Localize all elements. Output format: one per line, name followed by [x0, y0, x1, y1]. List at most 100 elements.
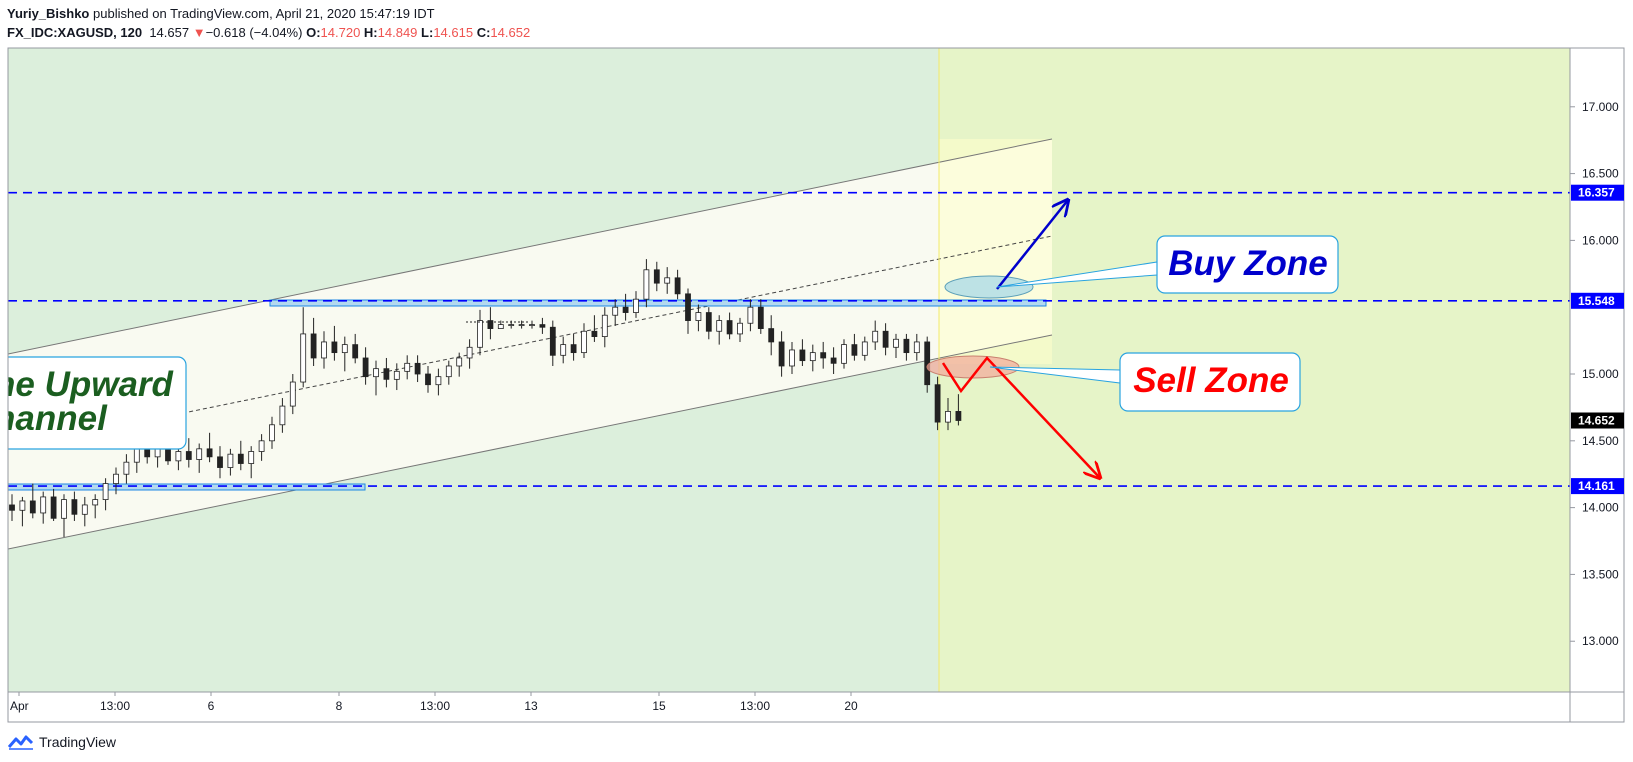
- candle: [549, 320, 556, 366]
- candle: [113, 467, 119, 495]
- candle-body: [310, 333, 317, 359]
- candle-body: [518, 324, 525, 326]
- candle-body: [664, 277, 671, 284]
- candle-body: [248, 451, 255, 464]
- candle-body: [560, 344, 567, 356]
- candle: [768, 315, 775, 356]
- candle-body: [237, 453, 244, 464]
- candle: [560, 336, 567, 364]
- up-arrow-icon[interactable]: [996, 200, 1068, 290]
- candle: [383, 357, 390, 388]
- candle: [123, 454, 130, 484]
- level-price-label: 14.161: [1578, 479, 1615, 493]
- candle: [362, 347, 369, 385]
- candle-body: [185, 451, 192, 460]
- candle: [778, 331, 785, 377]
- candle-body: [820, 352, 827, 359]
- candle: [248, 446, 255, 479]
- author-name[interactable]: Yuriy_Bishko: [7, 6, 90, 21]
- candle: [321, 331, 327, 369]
- channel-median-line[interactable]: [99, 235, 1053, 431]
- channel-projection: [939, 139, 1052, 364]
- price-tick-label: 17.000: [1582, 100, 1619, 114]
- candle-body: [643, 269, 650, 300]
- candle: [289, 374, 296, 415]
- candle: [622, 293, 629, 321]
- candle-body: [799, 349, 806, 362]
- candle-body: [726, 320, 733, 335]
- sell-zone-label: Sell Zone: [1133, 361, 1289, 400]
- candle-body: [269, 424, 275, 442]
- candle: [414, 355, 421, 383]
- high-value: 14.849: [377, 25, 418, 40]
- candle: [310, 317, 317, 366]
- time-tick-label: 20: [844, 699, 858, 713]
- candle: [477, 309, 483, 356]
- candle: [258, 434, 265, 461]
- candle: [529, 320, 535, 329]
- candle-body: [705, 312, 712, 332]
- candle-body: [529, 324, 535, 326]
- channel-lower-line[interactable]: [8, 334, 1053, 550]
- candle: [643, 259, 650, 308]
- channel-upper-line[interactable]: [8, 138, 1053, 355]
- candle-body: [622, 306, 629, 313]
- candle: [466, 339, 473, 369]
- time-axis[interactable]: Apr 13:00 6 8 13:00 13 15 13:00 20: [10, 692, 858, 713]
- candle-body: [570, 344, 577, 354]
- candle: [664, 267, 671, 294]
- candle-body: [508, 324, 515, 326]
- level-price-tag: [1571, 184, 1624, 201]
- price-tick-label: 15.000: [1582, 367, 1619, 381]
- candle: [185, 438, 192, 468]
- candle: [851, 333, 858, 361]
- candle: [612, 299, 619, 326]
- candle-body: [19, 500, 26, 511]
- last-price-label: 14.652: [1578, 414, 1615, 428]
- candle-body: [123, 461, 130, 475]
- candle-body: [383, 368, 390, 380]
- close-value: 14.652: [490, 25, 531, 40]
- candle: [747, 299, 754, 332]
- candle: [29, 483, 36, 519]
- candle-body: [362, 357, 369, 378]
- candle: [50, 488, 57, 521]
- brand-name: TradingView: [39, 734, 117, 750]
- buy-zone-label: Buy Zone: [1168, 244, 1327, 283]
- candle: [872, 320, 879, 350]
- candle-body: [487, 320, 494, 329]
- candle: [9, 494, 15, 521]
- sell-callout[interactable]: [1119, 352, 1301, 412]
- candle: [633, 291, 639, 318]
- price-axis-bg: [1570, 48, 1624, 692]
- candle: [685, 288, 691, 334]
- candle: [841, 339, 847, 369]
- candle-body: [9, 504, 15, 511]
- candle-body: [331, 341, 338, 354]
- candle-body: [913, 341, 920, 354]
- price-axis[interactable]: 17.000 16.500 16.000 15.000 14.500 14.000 13.5…: [1570, 100, 1624, 648]
- support-box[interactable]: [8, 483, 366, 491]
- candle-body: [737, 322, 743, 335]
- buy-callout[interactable]: [1156, 235, 1339, 294]
- candle-body: [71, 499, 78, 515]
- candle-body: [81, 504, 88, 515]
- candle-body: [653, 269, 660, 284]
- level-price-tag: [1571, 292, 1624, 309]
- buy-zone-ellipse[interactable]: [944, 275, 1034, 299]
- down-arrow-path-icon[interactable]: [941, 356, 1100, 478]
- candle-body: [258, 440, 265, 452]
- time-tick-label: 15: [652, 699, 666, 713]
- publish-info: Yuriy_Bishko published on TradingView.co…: [7, 6, 435, 21]
- tradingview-branding[interactable]: TradingView: [8, 734, 116, 750]
- chart-frame: [7, 47, 1625, 723]
- candle-body: [414, 362, 421, 375]
- symbol-info-bar: FX_IDC:XAGUSD, 120 14.657 ▼−0.618 (−4.04…: [7, 25, 530, 40]
- candle: [820, 341, 827, 369]
- candle: [81, 496, 88, 527]
- channel-callout[interactable]: [0, 356, 187, 450]
- candle: [227, 448, 234, 476]
- candle: [757, 299, 764, 334]
- candle-body: [789, 349, 795, 367]
- price-chart[interactable]: Buy Zone Sell Zone he Upward hannel 17.00…: [0, 0, 1633, 730]
